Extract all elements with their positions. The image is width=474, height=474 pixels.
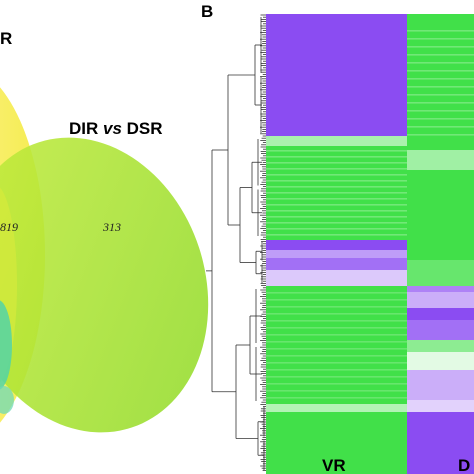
heatmap-band-vr xyxy=(266,258,407,271)
heatmap-row-stripe xyxy=(266,383,407,385)
heatmap-row-stripe xyxy=(407,126,474,128)
heatmap-band-d xyxy=(407,260,474,287)
heatmap-band-d xyxy=(407,240,474,261)
heatmap-band-vr xyxy=(266,412,407,474)
heatmap-panel: B VR D xyxy=(201,2,474,474)
heatmap-band-vr xyxy=(266,286,407,405)
heatmap xyxy=(266,14,474,474)
column-label-vr: VR xyxy=(322,456,346,474)
heatmap-row-stripe xyxy=(266,313,407,315)
heatmap-row-stripe xyxy=(266,168,407,170)
heatmap-row-stripe xyxy=(407,70,474,72)
heatmap-row-stripe xyxy=(407,94,474,96)
count-overlap: 819 xyxy=(0,220,18,234)
heatmap-row-stripe xyxy=(407,110,474,112)
heatmap-row-stripe xyxy=(266,162,407,164)
heatmap-row-stripe xyxy=(266,228,407,230)
heatmap-band-d xyxy=(407,150,474,171)
venn-diagram: R DIR vs DSR 819 313 xyxy=(0,29,209,433)
set-label-dir-vs-dsr: DIR vs DSR xyxy=(69,119,163,138)
heatmap-row-stripe xyxy=(266,369,407,371)
panel-letter-b: B xyxy=(201,2,213,21)
column-label-d: D xyxy=(458,456,470,474)
count-unique: 313 xyxy=(102,220,121,234)
heatmap-row-stripe xyxy=(266,362,407,364)
heatmap-row-stripe xyxy=(266,341,407,343)
heatmap-band-vr xyxy=(266,240,407,251)
heatmap-band-vr xyxy=(266,404,407,413)
heatmap-row-stripe xyxy=(266,204,407,206)
heatmap-band-d xyxy=(407,308,474,321)
heatmap-row-stripe xyxy=(407,134,474,136)
heatmap-row-stripe xyxy=(266,376,407,378)
heatmap-row-stripe xyxy=(266,292,407,294)
heatmap-row-stripe xyxy=(266,306,407,308)
heatmap-row-stripe xyxy=(407,62,474,64)
green-set-ellipse xyxy=(0,137,209,433)
heatmap-band-vr xyxy=(266,270,407,287)
heatmap-row-stripe xyxy=(266,210,407,212)
heatmap-band-vr xyxy=(266,250,407,259)
heatmap-row-stripe xyxy=(266,327,407,329)
teal-region-lower xyxy=(0,386,14,414)
heatmap-row-stripe xyxy=(407,46,474,48)
heatmap-band-d xyxy=(407,412,474,474)
heatmap-band-d xyxy=(407,352,474,371)
heatmap-band-vr xyxy=(266,136,407,147)
top-label: R xyxy=(0,29,12,48)
heatmap-row-stripe xyxy=(266,192,407,194)
heatmap-row-stripe xyxy=(266,348,407,350)
heatmap-row-stripe xyxy=(266,222,407,224)
heatmap-row-stripe xyxy=(266,334,407,336)
heatmap-row-stripe xyxy=(266,150,407,152)
heatmap-band-d xyxy=(407,370,474,401)
heatmap-row-stripe xyxy=(407,118,474,120)
heatmap-band-vr xyxy=(266,14,407,137)
heatmap-row-stripe xyxy=(407,30,474,32)
heatmap-band-d xyxy=(407,320,474,341)
teal-region xyxy=(0,300,12,390)
heatmap-row-stripe xyxy=(266,216,407,218)
heatmap-row-stripe xyxy=(407,54,474,56)
heatmap-row-stripe xyxy=(266,299,407,301)
heatmap-row-stripe xyxy=(266,390,407,392)
heatmap-row-stripe xyxy=(407,38,474,40)
heatmap-row-stripe xyxy=(266,174,407,176)
heatmap-row-stripe xyxy=(266,198,407,200)
heatmap-row-stripe xyxy=(407,78,474,80)
row-dendrogram xyxy=(206,14,266,471)
heatmap-row-stripe xyxy=(266,186,407,188)
heatmap-row-stripe xyxy=(266,156,407,158)
heatmap-band-d xyxy=(407,340,474,353)
heatmap-band-d xyxy=(407,170,474,241)
heatmap-band-d xyxy=(407,14,474,151)
heatmap-row-stripe xyxy=(266,180,407,182)
heatmap-row-stripe xyxy=(266,320,407,322)
heatmap-row-stripe xyxy=(266,397,407,399)
heatmap-band-d xyxy=(407,400,474,413)
heatmap-row-stripe xyxy=(407,86,474,88)
heatmap-band-d xyxy=(407,292,474,309)
heatmap-row-stripe xyxy=(407,102,474,104)
heatmap-band-d xyxy=(407,286,474,293)
heatmap-row-stripe xyxy=(266,355,407,357)
heatmap-row-stripe xyxy=(266,234,407,236)
